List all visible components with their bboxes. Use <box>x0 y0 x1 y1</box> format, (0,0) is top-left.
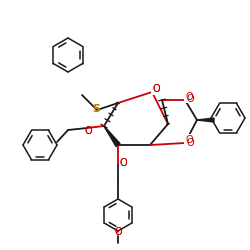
Text: O: O <box>186 94 194 104</box>
Text: O: O <box>185 135 193 145</box>
Text: S: S <box>92 104 100 114</box>
Text: O: O <box>114 227 122 237</box>
Text: O: O <box>114 227 122 237</box>
Text: O: O <box>119 158 127 168</box>
Text: O: O <box>186 138 194 148</box>
Text: O: O <box>186 94 194 104</box>
Text: O: O <box>185 92 193 102</box>
Text: O: O <box>186 138 194 148</box>
Text: O: O <box>152 84 160 94</box>
Text: S: S <box>92 104 100 114</box>
Polygon shape <box>197 118 214 122</box>
Text: O: O <box>119 158 127 168</box>
Text: O: O <box>84 126 92 136</box>
Polygon shape <box>104 126 120 146</box>
Text: O: O <box>84 126 92 136</box>
Text: O: O <box>152 84 160 94</box>
Text: O: O <box>152 84 160 94</box>
